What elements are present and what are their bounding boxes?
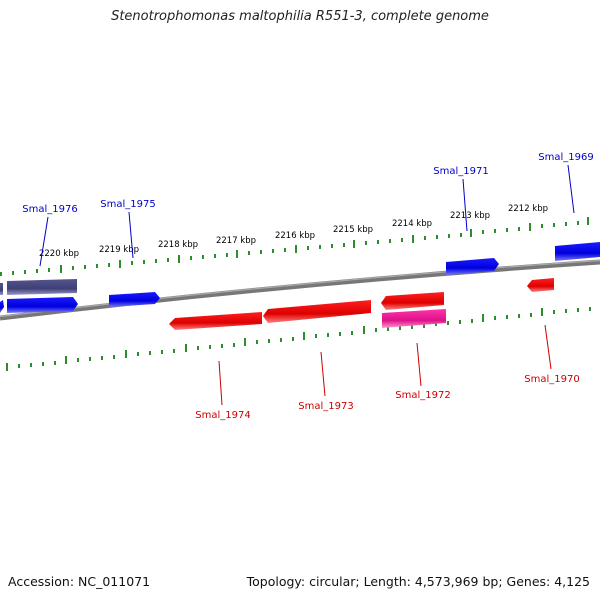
gene-feature[interactable] xyxy=(109,292,160,307)
gene-label-smal-1975[interactable]: Smal_1975 xyxy=(100,199,155,210)
map-title: Stenotrophomonas maltophilia R551-3, com… xyxy=(111,9,489,24)
label-leader-line xyxy=(567,164,575,214)
reverse-label-lines xyxy=(218,324,552,406)
tick-label: 2216 kbp xyxy=(275,231,315,241)
tick-label: 2219 kbp xyxy=(99,245,139,255)
tick-label: 2218 kbp xyxy=(158,240,198,250)
gene-feature[interactable] xyxy=(0,300,4,313)
gene-feature[interactable] xyxy=(381,292,444,310)
outer-tick-ring xyxy=(0,217,589,276)
gene-feature[interactable] xyxy=(527,278,554,292)
forward-label-lines xyxy=(39,164,575,267)
genome-summary-text: Topology: circular; Length: 4,573,969 bp… xyxy=(246,574,590,589)
gene-feature[interactable] xyxy=(169,312,262,330)
gene-feature[interactable] xyxy=(446,258,499,275)
gene-label-smal-1972[interactable]: Smal_1972 xyxy=(395,390,450,401)
genome-backbone-highlight xyxy=(0,259,600,318)
gene-label-smal-1974[interactable]: Smal_1974 xyxy=(195,410,250,421)
tick-label: 2215 kbp xyxy=(333,225,373,235)
gene-label-smal-1969[interactable]: Smal_1969 xyxy=(538,152,593,163)
gene-feature[interactable] xyxy=(7,297,78,313)
label-leader-line xyxy=(544,324,552,370)
tick-label: 2213 kbp xyxy=(450,211,490,221)
tick-label: 2212 kbp xyxy=(508,204,548,214)
gene-feature-purple[interactable] xyxy=(7,279,77,295)
gene-feature-pink[interactable] xyxy=(382,309,446,328)
label-leader-line xyxy=(39,216,49,267)
inner-tick-ring xyxy=(6,307,591,371)
forward-labels: Smal_1976 Smal_1975 Smal_1971 Smal_1969 xyxy=(22,152,593,215)
gene-label-smal-1973[interactable]: Smal_1973 xyxy=(298,401,353,412)
tick-label: 2217 kbp xyxy=(216,236,256,246)
accession-text: Accession: NC_011071 xyxy=(8,574,151,589)
forward-genes[interactable] xyxy=(0,242,600,313)
label-leader-line xyxy=(416,342,422,387)
label-leader-line xyxy=(218,360,223,406)
gene-label-smal-1971[interactable]: Smal_1971 xyxy=(433,166,488,177)
tick-labels: 2220 kbp 2219 kbp 2218 kbp 2217 kbp 2216… xyxy=(39,204,548,259)
reverse-labels: Smal_1974 Smal_1973 Smal_1972 Smal_1970 xyxy=(195,374,579,421)
gene-label-smal-1976[interactable]: Smal_1976 xyxy=(22,204,77,215)
label-leader-line xyxy=(128,211,134,259)
gene-label-smal-1970[interactable]: Smal_1970 xyxy=(524,374,579,385)
genome-backbone xyxy=(0,259,600,321)
tick-label: 2214 kbp xyxy=(392,219,432,229)
label-leader-line xyxy=(320,351,326,397)
reverse-genes[interactable] xyxy=(169,278,554,330)
gene-feature-purple[interactable] xyxy=(0,283,3,295)
gene-feature[interactable] xyxy=(263,300,371,323)
gene-feature[interactable] xyxy=(555,242,600,261)
tick-label: 2220 kbp xyxy=(39,249,79,259)
label-leader-line xyxy=(462,178,468,232)
